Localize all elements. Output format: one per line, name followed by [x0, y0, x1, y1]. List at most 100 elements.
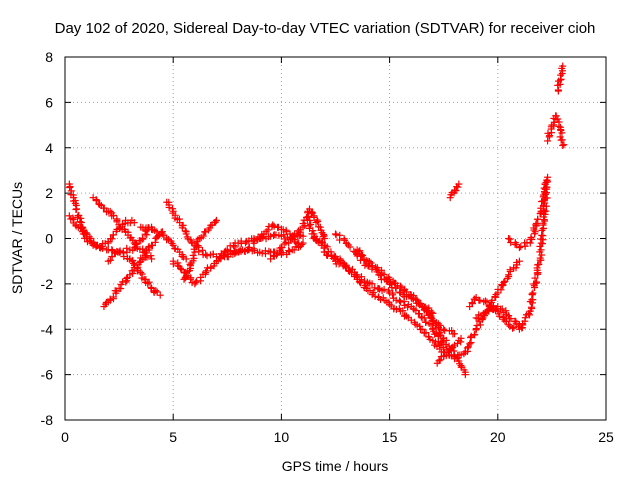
- data-point: [509, 324, 517, 332]
- data-point: [526, 239, 534, 247]
- data-point: [389, 291, 397, 299]
- data-point: [108, 235, 116, 243]
- data-point: [515, 257, 523, 265]
- data-point: [79, 227, 87, 235]
- data-point: [544, 173, 552, 181]
- data-point: [123, 275, 131, 283]
- data-point: [77, 218, 85, 226]
- data-point: [66, 184, 74, 192]
- data-point: [346, 243, 354, 251]
- data-point: [265, 247, 273, 255]
- data-point: [418, 325, 426, 333]
- data-point: [467, 334, 475, 342]
- data-point: [299, 220, 307, 228]
- data-point: [447, 352, 455, 360]
- data-point: [506, 266, 514, 274]
- data-point: [148, 255, 156, 263]
- data-point: [245, 243, 253, 251]
- data-point: [502, 307, 510, 315]
- data-point: [199, 232, 207, 240]
- data-point: [559, 141, 567, 149]
- data-point: [368, 280, 376, 288]
- data-point: [436, 356, 444, 364]
- data-point: [506, 235, 514, 243]
- data-point: [177, 264, 185, 272]
- data-point: [454, 339, 462, 347]
- data-point: [515, 321, 523, 329]
- x-tick-label: 10: [274, 429, 290, 445]
- data-point: [212, 218, 220, 226]
- data-point: [202, 269, 210, 277]
- data-point: [369, 289, 377, 297]
- data-point: [457, 334, 465, 342]
- data-point: [169, 260, 177, 268]
- data-point: [355, 278, 363, 286]
- data-point: [316, 223, 324, 231]
- data-point: [442, 341, 450, 349]
- data-point: [269, 221, 277, 229]
- data-point: [109, 211, 117, 219]
- data-point: [92, 196, 100, 204]
- data-point: [555, 122, 563, 130]
- data-point: [194, 242, 202, 250]
- data-point: [231, 250, 239, 258]
- data-point: [130, 219, 138, 227]
- data-point: [116, 247, 124, 255]
- data-point: [476, 321, 484, 329]
- data-point: [359, 251, 367, 259]
- data-point: [256, 235, 264, 242]
- data-point: [186, 275, 194, 283]
- data-point: [99, 204, 107, 212]
- data-point: [106, 256, 114, 264]
- y-tick-label: 6: [45, 94, 53, 110]
- data-point: [181, 227, 189, 235]
- data-point: [356, 247, 364, 255]
- data-point: [321, 235, 329, 242]
- data-point: [158, 230, 166, 238]
- data-point: [312, 218, 320, 226]
- data-point: [420, 314, 428, 322]
- data-point: [467, 332, 475, 340]
- data-point: [512, 319, 520, 327]
- data-point: [207, 263, 215, 271]
- data-point: [533, 278, 541, 286]
- data-point: [108, 253, 116, 261]
- data-point: [182, 255, 190, 263]
- data-point: [471, 331, 479, 339]
- data-point: [357, 251, 365, 259]
- data-point: [558, 129, 566, 137]
- data-point: [307, 220, 315, 228]
- data-point: [165, 203, 173, 211]
- data-point: [472, 325, 480, 333]
- data-point: [223, 246, 231, 254]
- data-point: [74, 223, 82, 231]
- data-point: [392, 305, 400, 313]
- data-point: [202, 267, 210, 275]
- data-point: [540, 191, 548, 199]
- data-point: [413, 296, 421, 304]
- data-point: [455, 180, 463, 188]
- data-point: [340, 235, 348, 243]
- data-point: [464, 343, 472, 351]
- data-point: [422, 329, 430, 337]
- data-point: [560, 141, 568, 149]
- data-point: [417, 313, 425, 321]
- data-point: [451, 341, 459, 349]
- data-point: [224, 253, 232, 261]
- data-point: [515, 244, 523, 252]
- data-point: [282, 228, 290, 236]
- data-point: [288, 235, 296, 242]
- data-point: [544, 129, 552, 137]
- data-point: [141, 252, 149, 260]
- data-point: [495, 312, 503, 320]
- data-point: [106, 207, 114, 215]
- plot-frame: [64, 56, 607, 421]
- data-point: [76, 218, 84, 226]
- data-point: [536, 254, 544, 262]
- data-point: [498, 282, 506, 290]
- data-point: [435, 323, 443, 331]
- data-point: [541, 217, 549, 225]
- y-tick-label: 2: [45, 185, 53, 201]
- y-axis-title: SDTVAR / TECUs: [9, 182, 25, 294]
- data-point: [380, 285, 388, 293]
